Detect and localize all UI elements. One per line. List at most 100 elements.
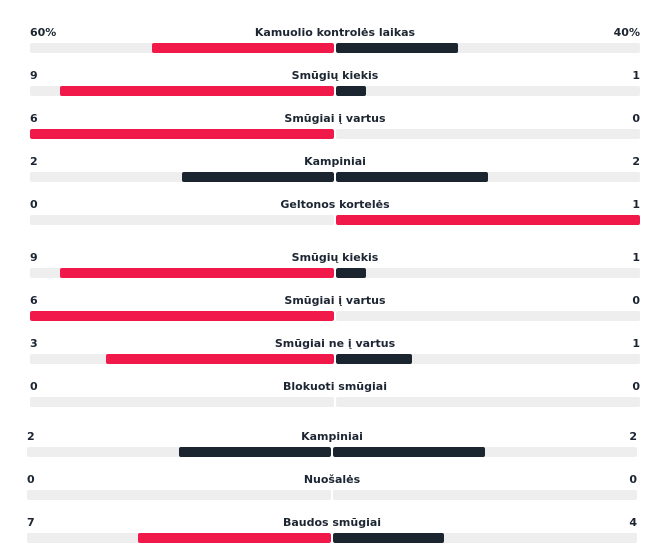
away-value: 2 — [632, 155, 640, 168]
away-bar-track — [336, 43, 640, 53]
comparison-bar — [30, 43, 640, 53]
stat-header: 9 Smūgių kiekis 1 — [30, 67, 640, 85]
away-bar-fill — [336, 268, 367, 278]
home-bar-track — [30, 311, 334, 321]
stat-header: 0 Nuošalės 0 — [27, 471, 637, 489]
away-value: 1 — [632, 69, 640, 82]
away-value: 4 — [629, 516, 637, 529]
home-bar-track — [30, 215, 334, 225]
away-bar-track — [333, 447, 637, 457]
stat-row: 2 Kampiniai 2 — [27, 428, 637, 464]
away-value: 1 — [632, 251, 640, 264]
home-value: 0 — [30, 380, 38, 393]
home-bar-track — [27, 533, 331, 543]
stat-header: 6 Smūgiai į vartus 0 — [30, 110, 640, 128]
away-bar-track — [336, 172, 640, 182]
stat-header: 0 Geltonos kortelės 1 — [30, 196, 640, 214]
stat-label: Baudos smūgiai — [282, 516, 382, 529]
comparison-bar — [30, 86, 640, 96]
stat-label: Kampiniai — [304, 155, 366, 168]
stat-row: 6 Smūgiai į vartus 0 — [30, 292, 640, 328]
away-bar-track — [336, 268, 640, 278]
stat-label: Smūgiai į vartus — [284, 294, 386, 307]
home-value: 6 — [30, 294, 38, 307]
home-bar-fill — [60, 86, 334, 96]
home-bar-fill — [106, 354, 334, 364]
stat-row: 0 Blokuoti smūgiai 0 — [30, 378, 640, 414]
away-bar-track — [336, 215, 640, 225]
stat-header: 6 Smūgiai į vartus 0 — [30, 292, 640, 310]
away-value: 2 — [629, 430, 637, 443]
home-bar-fill — [60, 268, 334, 278]
stat-row: 60% Kamuolio kontrolės laikas 40% — [30, 24, 640, 60]
home-value: 60% — [30, 26, 57, 39]
away-value: 1 — [632, 198, 640, 211]
away-value: 1 — [632, 337, 640, 350]
away-value: 0 — [632, 294, 640, 307]
home-value: 2 — [27, 430, 35, 443]
away-bar-fill — [336, 43, 458, 53]
stat-row: 7 Baudos smūgiai 4 — [27, 514, 637, 550]
comparison-bar — [30, 311, 640, 321]
comparison-bar — [30, 172, 640, 182]
comparison-bar — [30, 268, 640, 278]
stat-header: 7 Baudos smūgiai 4 — [27, 514, 637, 532]
comparison-bar — [27, 533, 637, 543]
home-bar-fill — [137, 533, 331, 543]
stat-header: 3 Smūgiai ne į vartus 1 — [30, 335, 640, 353]
away-bar-track — [336, 311, 640, 321]
home-bar-track — [30, 172, 334, 182]
home-bar-fill — [182, 172, 334, 182]
stat-header: 2 Kampiniai 2 — [27, 428, 637, 446]
home-bar-track — [30, 86, 334, 96]
stat-row: 0 Geltonos kortelės 1 — [30, 196, 640, 232]
stat-label: Nuošalės — [303, 473, 361, 486]
stat-header: 9 Smūgių kiekis 1 — [30, 249, 640, 267]
stat-row: 6 Smūgiai į vartus 0 — [30, 110, 640, 146]
away-bar-track — [336, 86, 640, 96]
comparison-bar — [30, 354, 640, 364]
home-value: 0 — [27, 473, 35, 486]
stat-row: 9 Smūgių kiekis 1 — [30, 67, 640, 103]
home-bar-fill — [179, 447, 331, 457]
stat-label: Smūgiai ne į vartus — [274, 337, 396, 350]
home-bar-track — [30, 397, 334, 407]
stat-label: Smūgių kiekis — [291, 69, 379, 82]
away-bar-track — [336, 129, 640, 139]
away-bar-track — [336, 397, 640, 407]
stat-header: 0 Blokuoti smūgiai 0 — [30, 378, 640, 396]
home-bar-track — [30, 129, 334, 139]
home-bar-track — [30, 43, 334, 53]
comparison-bar — [27, 447, 637, 457]
home-value: 9 — [30, 69, 38, 82]
comparison-bar — [30, 397, 640, 407]
stat-row: 9 Smūgių kiekis 1 — [30, 249, 640, 285]
away-bar-track — [336, 354, 640, 364]
away-bar-fill — [336, 215, 640, 225]
home-value: 0 — [30, 198, 38, 211]
home-bar-fill — [30, 311, 334, 321]
away-value: 0 — [629, 473, 637, 486]
home-value: 6 — [30, 112, 38, 125]
home-value: 2 — [30, 155, 38, 168]
stat-row: 3 Smūgiai ne į vartus 1 — [30, 335, 640, 371]
comparison-bar — [30, 215, 640, 225]
stat-label: Geltonos kortelės — [280, 198, 390, 211]
away-bar-fill — [333, 533, 444, 543]
away-bar-fill — [336, 172, 488, 182]
stat-header: 2 Kampiniai 2 — [30, 153, 640, 171]
comparison-bar — [30, 129, 640, 139]
stat-label: Kamuolio kontrolės laikas — [254, 26, 416, 39]
comparison-bar — [27, 490, 637, 500]
stat-header: 60% Kamuolio kontrolės laikas 40% — [30, 24, 640, 42]
home-value: 3 — [30, 337, 38, 350]
home-value: 7 — [27, 516, 35, 529]
stat-label: Smūgiai į vartus — [284, 112, 386, 125]
home-bar-track — [30, 268, 334, 278]
away-bar-track — [333, 490, 637, 500]
home-bar-fill — [30, 129, 334, 139]
home-bar-track — [27, 447, 331, 457]
stat-row: 0 Nuošalės 0 — [27, 471, 637, 507]
away-bar-fill — [336, 86, 367, 96]
away-bar-fill — [333, 447, 485, 457]
